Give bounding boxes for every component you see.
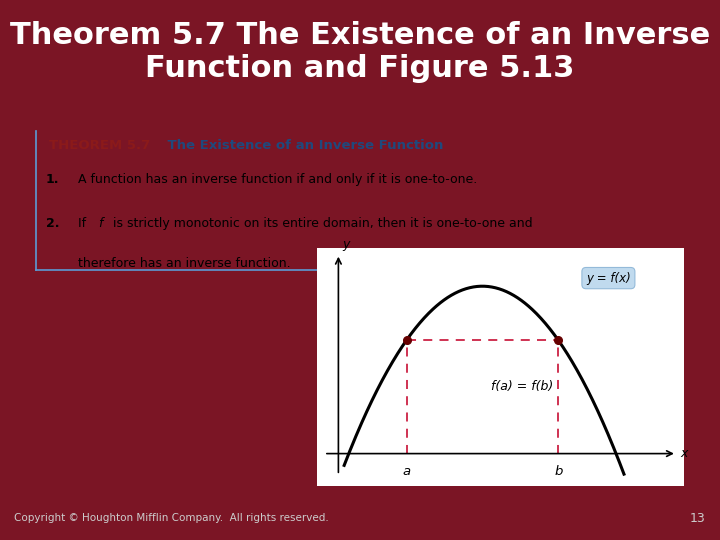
Text: 13: 13 [690, 511, 706, 525]
Text: THEOREM 5.7: THEOREM 5.7 [49, 139, 150, 152]
Text: Copyright © Houghton Mifflin Company.  All rights reserved.: Copyright © Houghton Mifflin Company. Al… [14, 513, 329, 523]
Text: Theorem 5.7 The Existence of an Inverse
Function and Figure 5.13: Theorem 5.7 The Existence of an Inverse … [10, 21, 710, 83]
Text: y: y [342, 238, 349, 251]
Text: 1.: 1. [46, 173, 59, 186]
Text: y = f(x): y = f(x) [586, 272, 631, 285]
Text: therefore has an inverse function.: therefore has an inverse function. [78, 256, 291, 269]
Text: f(a) = f(b): f(a) = f(b) [491, 380, 553, 393]
Text: 2.: 2. [46, 217, 59, 230]
Text: If: If [78, 217, 90, 230]
Text: is strictly monotonic on its entire domain, then it is one-to-one and: is strictly monotonic on its entire doma… [109, 217, 532, 230]
Text: A function has an inverse function if and only if it is one-to-one.: A function has an inverse function if an… [78, 173, 477, 186]
Text: The Existence of an Inverse Function: The Existence of an Inverse Function [150, 139, 444, 152]
Text: b: b [554, 465, 562, 478]
Text: f: f [98, 217, 102, 230]
Text: x: x [680, 447, 688, 460]
Text: a: a [402, 465, 410, 478]
